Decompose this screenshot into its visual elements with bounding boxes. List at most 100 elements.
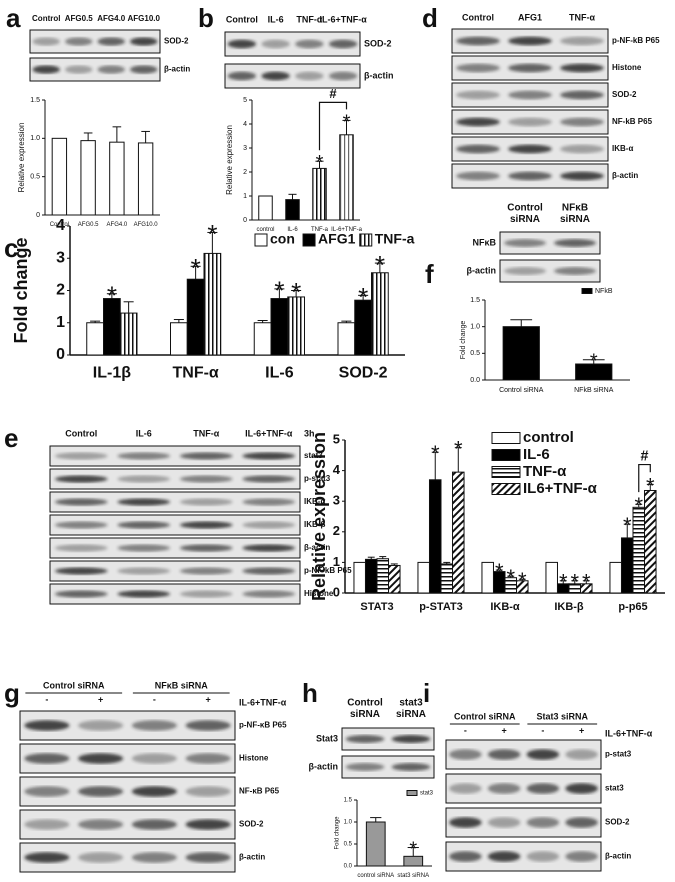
lane-label: Control	[226, 14, 258, 24]
bar	[270, 298, 289, 356]
bar	[644, 489, 657, 594]
y-tick-label: 1.5	[470, 297, 480, 304]
blot-band	[242, 544, 295, 552]
y-axis-label: Fold change	[460, 321, 467, 360]
x-tick-label: IL-6	[265, 365, 294, 382]
bar	[86, 322, 104, 356]
legend-swatch	[406, 790, 418, 796]
blot-band	[24, 753, 70, 764]
x-tick-label: TNF-a	[311, 227, 329, 233]
bar	[312, 167, 327, 221]
y-tick-label: 2	[56, 282, 65, 299]
y-tick-label: 0	[36, 212, 40, 219]
blot-band	[554, 239, 596, 247]
bar	[258, 195, 273, 221]
row-label: IKB-α	[304, 497, 325, 506]
blot-band	[55, 452, 108, 460]
y-tick-label: 0.5	[470, 350, 480, 357]
lane-label: -	[153, 694, 156, 704]
y-tick-label: 1.0	[344, 820, 353, 826]
legend-label: stat3	[420, 791, 434, 797]
blot-band	[456, 36, 500, 46]
blot-strip	[49, 445, 301, 467]
row-label: NFκB	[472, 237, 496, 247]
blot-band	[32, 65, 60, 74]
significance-star: *	[291, 277, 301, 307]
blot-band	[456, 63, 500, 73]
comparison-bracket	[638, 463, 651, 493]
blot-band	[487, 749, 521, 760]
legend-swatch	[581, 288, 593, 294]
bar	[186, 278, 205, 356]
legend-swatch	[254, 233, 268, 247]
row-label: β-actin	[605, 852, 631, 861]
bar	[339, 134, 354, 221]
blot-band	[117, 567, 170, 575]
y-tick-label: 4	[56, 217, 65, 234]
blot-band	[345, 763, 385, 771]
y-tick-label: 1	[243, 193, 247, 200]
x-tick-label: SOD-2	[339, 365, 388, 382]
y-tick-label: 3	[333, 493, 340, 508]
lane-label: +	[205, 694, 210, 704]
blot-band	[180, 590, 233, 598]
legend-label: NFkB	[595, 288, 613, 295]
significance-star: *	[582, 570, 591, 595]
blot-band	[456, 144, 500, 154]
lane-label: +	[501, 725, 506, 735]
x-tick-label: p-STAT3	[419, 601, 463, 613]
bar	[388, 564, 401, 594]
lane-label: IL-6	[268, 14, 284, 24]
blot-band	[508, 117, 552, 127]
x-tick-label: control	[256, 227, 274, 233]
panel-letter: b	[198, 3, 214, 33]
blot-band	[565, 817, 598, 828]
blot-band	[180, 475, 233, 483]
y-tick-label: 1.5	[344, 798, 353, 804]
blot-band	[526, 783, 560, 794]
blot-band	[560, 117, 604, 127]
legend-swatch	[302, 233, 316, 247]
bar	[137, 142, 154, 216]
blot-band	[97, 65, 125, 74]
bar	[285, 199, 300, 221]
y-tick-label: 0	[243, 217, 247, 224]
blot-band	[261, 71, 290, 81]
blot-band	[185, 852, 231, 863]
blot-band	[504, 267, 546, 275]
significance-star: *	[375, 250, 385, 280]
blot-band	[180, 544, 233, 552]
group-label: Control siRNA	[43, 680, 105, 690]
blot-band	[487, 817, 521, 828]
significance-star: *	[207, 219, 217, 249]
blot-strip	[49, 468, 301, 490]
y-axis-label: Relative expression	[17, 123, 26, 193]
bar	[376, 558, 390, 594]
panel-letter: h	[302, 678, 318, 708]
blot-band	[55, 567, 108, 575]
y-axis-label: Fold change	[335, 816, 341, 850]
blot-band	[242, 498, 295, 506]
blot-band	[78, 819, 124, 830]
x-tick-label: STAT3	[360, 601, 393, 613]
x-tick-label: IKB-α	[490, 601, 520, 613]
row-label: SOD-2	[239, 820, 264, 829]
bar	[481, 561, 494, 594]
blot-band	[24, 786, 70, 797]
legend-label: AFG1	[318, 231, 356, 247]
blot-band	[32, 37, 60, 46]
blot-band	[449, 851, 482, 862]
blot-band	[78, 753, 124, 764]
blot-band	[185, 720, 231, 731]
legend-label: IL-6	[523, 446, 550, 463]
legend-swatch	[491, 432, 521, 444]
lane-label: Control siRNA	[507, 202, 543, 225]
blot-strip	[49, 560, 301, 582]
row-label: SOD-2	[364, 38, 392, 48]
lane-label: NFκB siRNA	[560, 202, 590, 225]
blot-band	[117, 498, 170, 506]
blot-band	[242, 475, 295, 483]
blot-band	[117, 544, 170, 552]
blot-band	[185, 753, 231, 764]
blot-band	[449, 817, 482, 828]
